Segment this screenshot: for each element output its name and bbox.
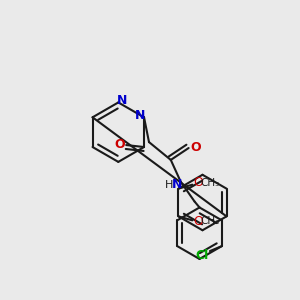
Text: O: O: [114, 138, 124, 151]
Text: CH₃: CH₃: [201, 178, 220, 188]
Text: H: H: [165, 180, 173, 190]
Text: O: O: [194, 176, 203, 189]
Text: N: N: [135, 109, 145, 122]
Text: CH₃: CH₃: [201, 216, 220, 226]
Text: Cl: Cl: [195, 248, 208, 262]
Text: N: N: [172, 178, 182, 191]
Text: O: O: [194, 215, 203, 228]
Text: N: N: [117, 94, 128, 107]
Text: O: O: [190, 140, 201, 154]
